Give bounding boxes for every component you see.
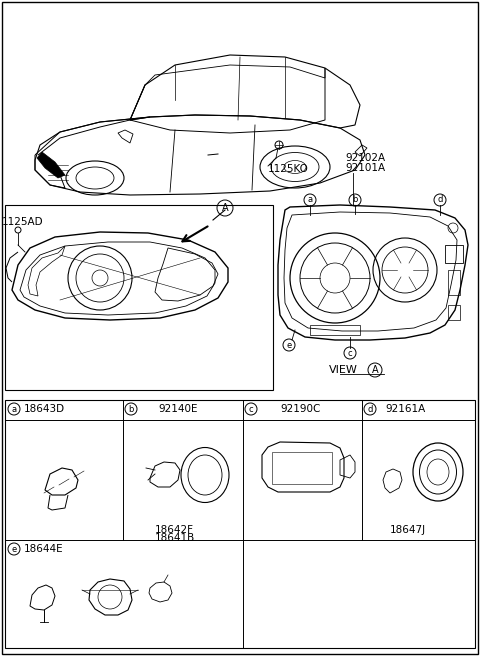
Polygon shape [37,152,65,178]
Text: c: c [249,405,253,413]
Text: 92101A: 92101A [345,163,385,173]
Text: 1125AD: 1125AD [2,217,44,227]
Text: 92161A: 92161A [385,404,425,414]
Text: A: A [222,203,228,213]
Text: A: A [372,365,378,375]
Text: d: d [437,195,443,205]
Text: 92190C: 92190C [280,404,320,414]
Bar [448,270,460,295]
Text: e: e [12,544,17,554]
Text: 1125KO: 1125KO [268,164,309,174]
Bar [5,205,273,390]
Text: 92140E: 92140E [158,404,198,414]
Text: e: e [287,340,292,350]
Text: 18641B: 18641B [155,533,195,543]
Text: a: a [12,405,17,413]
Text: c: c [348,348,352,358]
Text: 18647J: 18647J [390,525,426,535]
Text: d: d [367,405,372,413]
Bar [272,452,332,484]
Text: b: b [128,405,134,413]
Text: 18644E: 18644E [24,544,64,554]
Text: b: b [352,195,358,205]
Bar [448,305,460,320]
Text: VIEW: VIEW [329,365,358,375]
Bar [445,245,463,263]
Text: 18643D: 18643D [24,404,65,414]
Bar [5,400,475,648]
Text: a: a [307,195,312,205]
Text: 18642F: 18642F [155,525,194,535]
Text: 92102A: 92102A [345,153,385,163]
